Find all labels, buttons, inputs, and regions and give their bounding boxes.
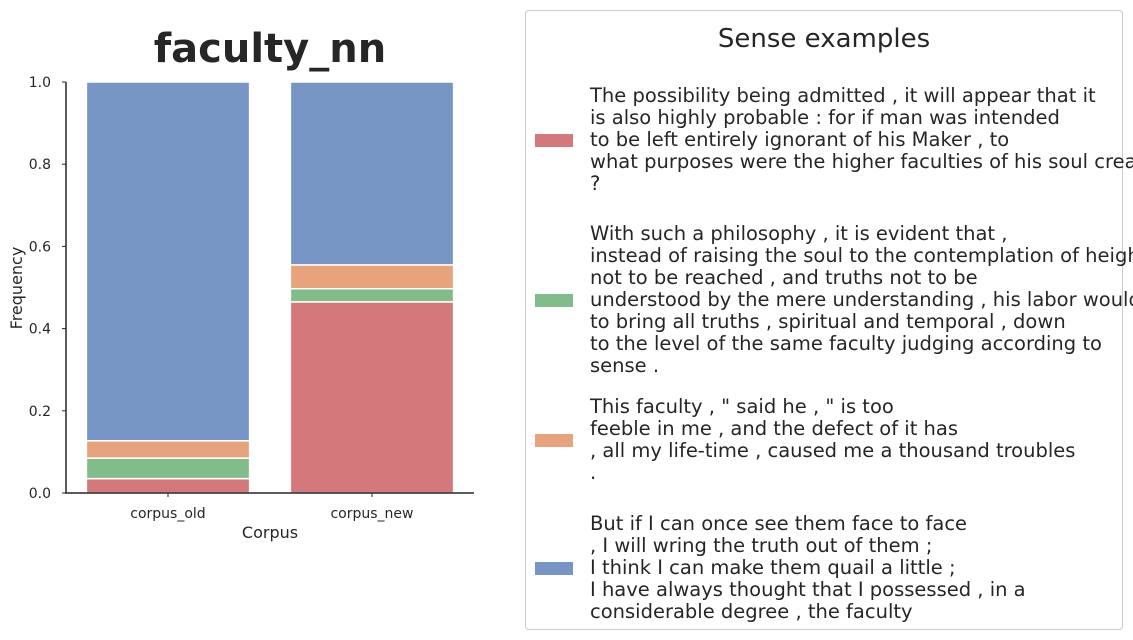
bar-corpus_new-segment-2 [289, 287, 455, 303]
legend-swatch [535, 561, 573, 575]
y-tick-label: 0.6 [29, 239, 51, 255]
legend-swatch [535, 433, 573, 447]
legend-entry-4: But if I can once see them face to face … [526, 513, 1122, 623]
legend-text: But if I can once see them face to face … [590, 512, 1026, 623]
x-tick-label: corpus_new [330, 506, 413, 522]
bar-corpus_old-segment-2 [85, 457, 251, 480]
bar-corpus_new-segment-3 [289, 264, 455, 290]
legend-text: This faculty , " said he , " is too feeb… [590, 395, 1076, 484]
bar-corpus_old-segment-3 [85, 440, 251, 459]
bar-corpus_old-segment-1 [85, 477, 251, 494]
legend-text: The possibility being admitted , it will… [590, 84, 1133, 195]
y-tick-label: 0.0 [29, 486, 51, 502]
y-tick-label: 0.2 [29, 404, 51, 420]
bar-corpus_new-segment-4 [289, 81, 455, 266]
legend-text: With such a philosophy , it is evident t… [590, 222, 1133, 377]
legend: Sense examples The possibility being adm… [525, 10, 1133, 630]
bar-corpus_new-segment-1 [289, 301, 455, 494]
bars-layer [85, 81, 455, 494]
y-axis-label: Frequency [7, 247, 26, 330]
legend-entry-2: With such a philosophy , it is evident t… [526, 223, 1133, 377]
legend-entry-1: The possibility being admitted , it will… [526, 85, 1133, 195]
x-axis-label: Corpus [242, 523, 298, 542]
legend-swatch [535, 293, 573, 307]
y-tick-label: 0.4 [29, 322, 51, 338]
y-tick-label: 1.0 [29, 75, 51, 91]
chart-title: faculty_nn [153, 26, 387, 72]
legend-title: Sense examples [717, 24, 931, 54]
legend-swatch [535, 133, 573, 147]
stacked-bar-chart: 0.00.20.40.60.81.0 corpus_old corpus_new … [7, 75, 474, 542]
bar-corpus_old-segment-4 [85, 81, 251, 442]
x-ticks: corpus_old corpus_new [130, 493, 414, 522]
y-ticks: 0.0 0.2 0.4 0.6 0.8 1.0 [29, 75, 66, 502]
y-tick-label: 0.8 [29, 157, 51, 173]
x-tick-label: corpus_old [130, 506, 205, 522]
legend-entry-3: This faculty , " said he , " is too feeb… [526, 396, 1122, 484]
